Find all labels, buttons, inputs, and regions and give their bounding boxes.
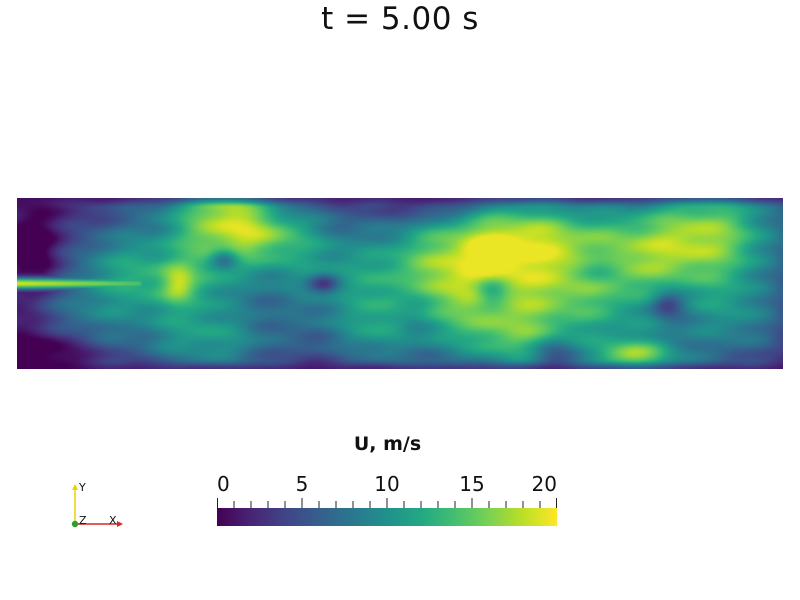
colorbar-tick-label: 10 [374,472,399,496]
colorbar-tick-labels: 0 5 10 15 20 [217,472,557,496]
y-axis-label: Y [78,481,86,494]
x-axis-label: X [109,514,117,527]
x-axis-arrowhead [117,521,123,527]
colorbar-gradient [217,508,557,526]
colorbar-ticks [217,498,557,508]
y-axis-arrowhead [72,484,78,490]
colorbar-title: U, m/s [353,433,422,455]
colorbar-tick-label: 0 [217,472,230,496]
flow-field-canvas [17,198,783,369]
colorbar-tick-label: 15 [459,472,484,496]
time-label: t = 5.00 s [321,1,479,37]
colorbar-graphic: 0 5 10 15 20 [217,472,557,526]
velocity-magnitude-field[interactable] [17,198,783,369]
orientation-axes-graphic: X Y Z [71,481,123,528]
colorbar-tick-label: 5 [296,472,309,496]
z-axis-label: Z [79,514,87,527]
colorbar-tick-label: 20 [532,472,557,496]
z-axis-point [71,520,79,528]
colorbar: 0 5 10 15 20 [217,472,557,528]
orientation-axes: X Y Z [60,478,130,530]
